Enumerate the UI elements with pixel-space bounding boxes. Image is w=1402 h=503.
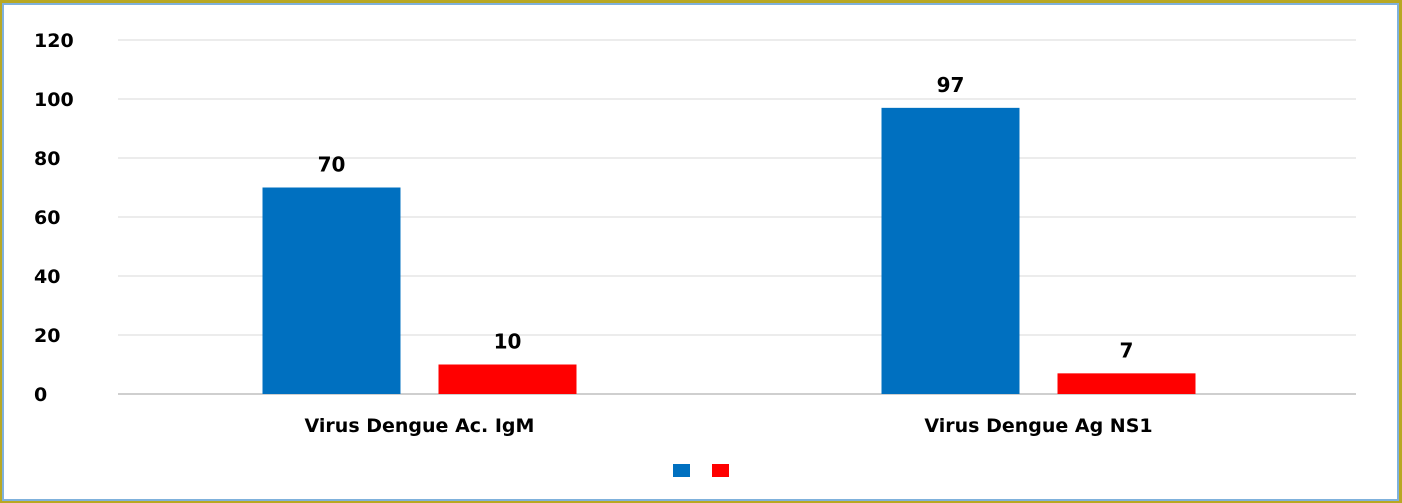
bar (1057, 373, 1196, 394)
y-tick-label: 80 (34, 148, 60, 170)
bar (881, 107, 1020, 394)
category-label: Virus Dengue Ac. IgM (305, 415, 535, 437)
data-label: 10 (494, 330, 522, 354)
y-tick-label: 120 (34, 30, 74, 52)
data-label: 7 (1120, 338, 1134, 362)
legend-swatch (673, 464, 690, 477)
y-axis-ticks: 0 20 40 60 80 100 120 (34, 30, 74, 406)
y-tick-label: 0 (34, 384, 47, 406)
legend (673, 464, 729, 477)
bar (438, 364, 577, 394)
y-tick-label: 60 (34, 207, 60, 229)
data-label: 97 (937, 73, 965, 97)
y-tick-label: 20 (34, 325, 60, 347)
y-tick-label: 40 (34, 266, 60, 288)
data-labels: 70 10 97 7 (318, 73, 1134, 363)
x-axis-categories: Virus Dengue Ac. IgM Virus Dengue Ag NS1 (305, 415, 1153, 437)
legend-swatch (712, 464, 729, 477)
chart-panel (2, 3, 1399, 501)
bars (262, 107, 1196, 394)
category-label: Virus Dengue Ag NS1 (924, 415, 1152, 437)
y-tick-label: 100 (34, 89, 74, 111)
data-label: 70 (318, 153, 346, 177)
bar (262, 187, 401, 394)
